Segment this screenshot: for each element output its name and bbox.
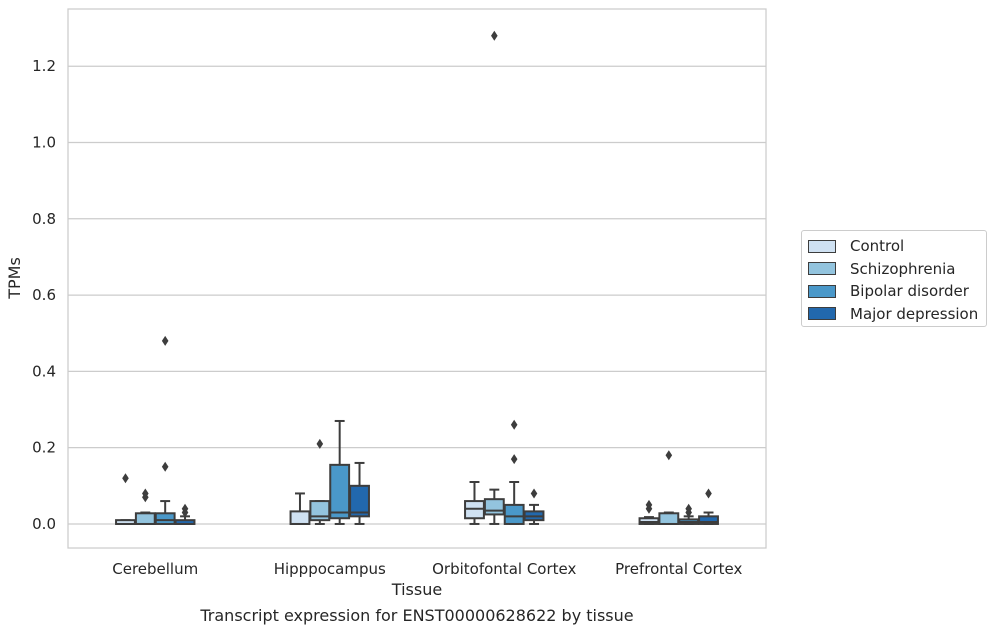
box-bipolar-disorder xyxy=(329,419,351,525)
x-tick-label: Cerebellum xyxy=(112,560,198,578)
outlier-point xyxy=(122,473,129,484)
y-tick-label: 0.0 xyxy=(32,515,56,533)
box-major-depression xyxy=(698,488,719,525)
legend-swatch xyxy=(808,239,836,253)
outlier-point xyxy=(161,461,169,472)
box-control xyxy=(464,481,485,525)
outlier-point xyxy=(142,488,149,499)
box-schizophrenia xyxy=(309,438,331,525)
box-major-depression xyxy=(523,488,545,525)
x-tick-label: Prefrontal Cortex xyxy=(615,560,742,578)
outlier-point xyxy=(645,499,653,510)
box-body xyxy=(503,503,525,525)
box-body xyxy=(349,484,370,518)
outlier-point xyxy=(510,419,518,430)
chart-caption: Transcript expression for ENST0000062862… xyxy=(200,606,634,625)
box-major-depression xyxy=(174,503,196,525)
box-body xyxy=(134,512,156,525)
box-major-depression xyxy=(349,461,370,525)
y-tick-labels: 0.0 0.2 0.4 0.6 0.8 1.0 1.2 xyxy=(32,57,56,533)
outlier-point xyxy=(491,30,498,41)
outlier-point xyxy=(530,488,538,499)
y-tick-label: 1.0 xyxy=(32,134,56,152)
x-tick-label: Orbitofontal Cortex xyxy=(432,560,576,578)
box-body xyxy=(658,512,680,525)
legend-swatch xyxy=(808,262,836,276)
x-axis-label: Tissue xyxy=(391,580,442,599)
box-bipolar-disorder xyxy=(503,419,525,525)
outlier-point xyxy=(181,503,189,514)
plot-frame xyxy=(67,8,767,549)
outlier-point xyxy=(510,454,518,465)
legend-label: Bipolar disorder xyxy=(850,282,969,301)
box-schizophrenia xyxy=(134,488,156,525)
box-control xyxy=(638,499,660,525)
box-body xyxy=(289,510,311,525)
legend-item: Major depression xyxy=(808,303,986,326)
legend-label: Control xyxy=(850,237,905,256)
y-tick-label: 0.4 xyxy=(32,362,56,380)
legend-item: Schizophrenia xyxy=(808,258,986,281)
outlier-point xyxy=(161,335,169,346)
box-bipolar-disorder xyxy=(678,503,700,525)
box-body xyxy=(483,498,505,516)
box-body xyxy=(154,512,176,525)
y-tick-label: 1.2 xyxy=(32,57,56,75)
y-axis-label: TPMs xyxy=(5,257,24,300)
box-bipolar-disorder xyxy=(154,335,176,525)
legend-swatch xyxy=(808,284,836,298)
x-tick-label: Hipppocampus xyxy=(274,560,386,578)
gridlines xyxy=(68,65,766,525)
box-body xyxy=(698,515,719,525)
box-schizophrenia xyxy=(658,450,680,525)
y-tick-label: 0.2 xyxy=(32,439,56,457)
legend: Control Schizophrenia Bipolar disorder Majo… xyxy=(801,230,987,327)
legend-label: Schizophrenia xyxy=(850,259,956,278)
outlier-point xyxy=(316,438,324,449)
legend-item: Control xyxy=(808,235,986,258)
y-tick-label: 0.6 xyxy=(32,286,56,304)
box-control xyxy=(289,492,311,525)
outlier-point xyxy=(685,503,692,514)
x-tick-labels: Cerebellum Hipppocampus Orbitofontal Corte… xyxy=(112,560,742,578)
legend-item: Bipolar disorder xyxy=(808,280,986,303)
box-groups xyxy=(115,30,719,525)
legend-swatch xyxy=(808,307,836,321)
box-schizophrenia xyxy=(483,30,505,525)
box-body xyxy=(329,463,351,520)
y-tick-label: 0.8 xyxy=(32,210,56,228)
box-control xyxy=(115,473,136,525)
outlier-point xyxy=(705,488,712,499)
outlier-point xyxy=(665,450,673,461)
legend-label: Major depression xyxy=(850,304,979,323)
